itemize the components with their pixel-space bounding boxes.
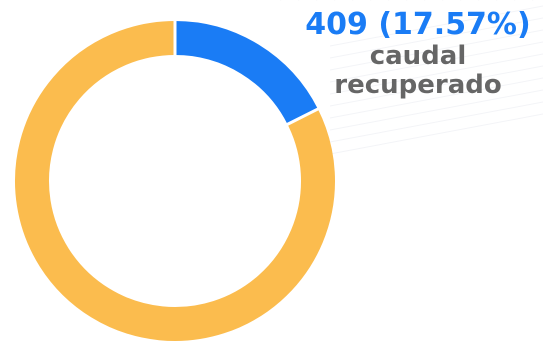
- background-line: [329, 53, 543, 95]
- background-line: [329, 29, 543, 71]
- background-line: [329, 77, 543, 119]
- background-line: [329, 65, 543, 107]
- slice-annotation: 409 (17.57%) caudal recuperado: [303, 8, 533, 100]
- annotation-label-line2: recuperado: [334, 69, 502, 100]
- slice-separator-1: [285, 107, 320, 127]
- background-line: [329, 113, 543, 155]
- background-line: [329, 41, 543, 83]
- annotation-label-line1: caudal: [369, 40, 467, 71]
- background-line: [329, 17, 543, 59]
- donut-slice-1: [15, 21, 335, 341]
- background-line: [329, 101, 543, 143]
- background-line: [329, 5, 543, 47]
- donut-slice-0: [174, 21, 318, 125]
- background-line: [329, 89, 543, 131]
- annotation-value: 409 (17.57%): [305, 7, 531, 42]
